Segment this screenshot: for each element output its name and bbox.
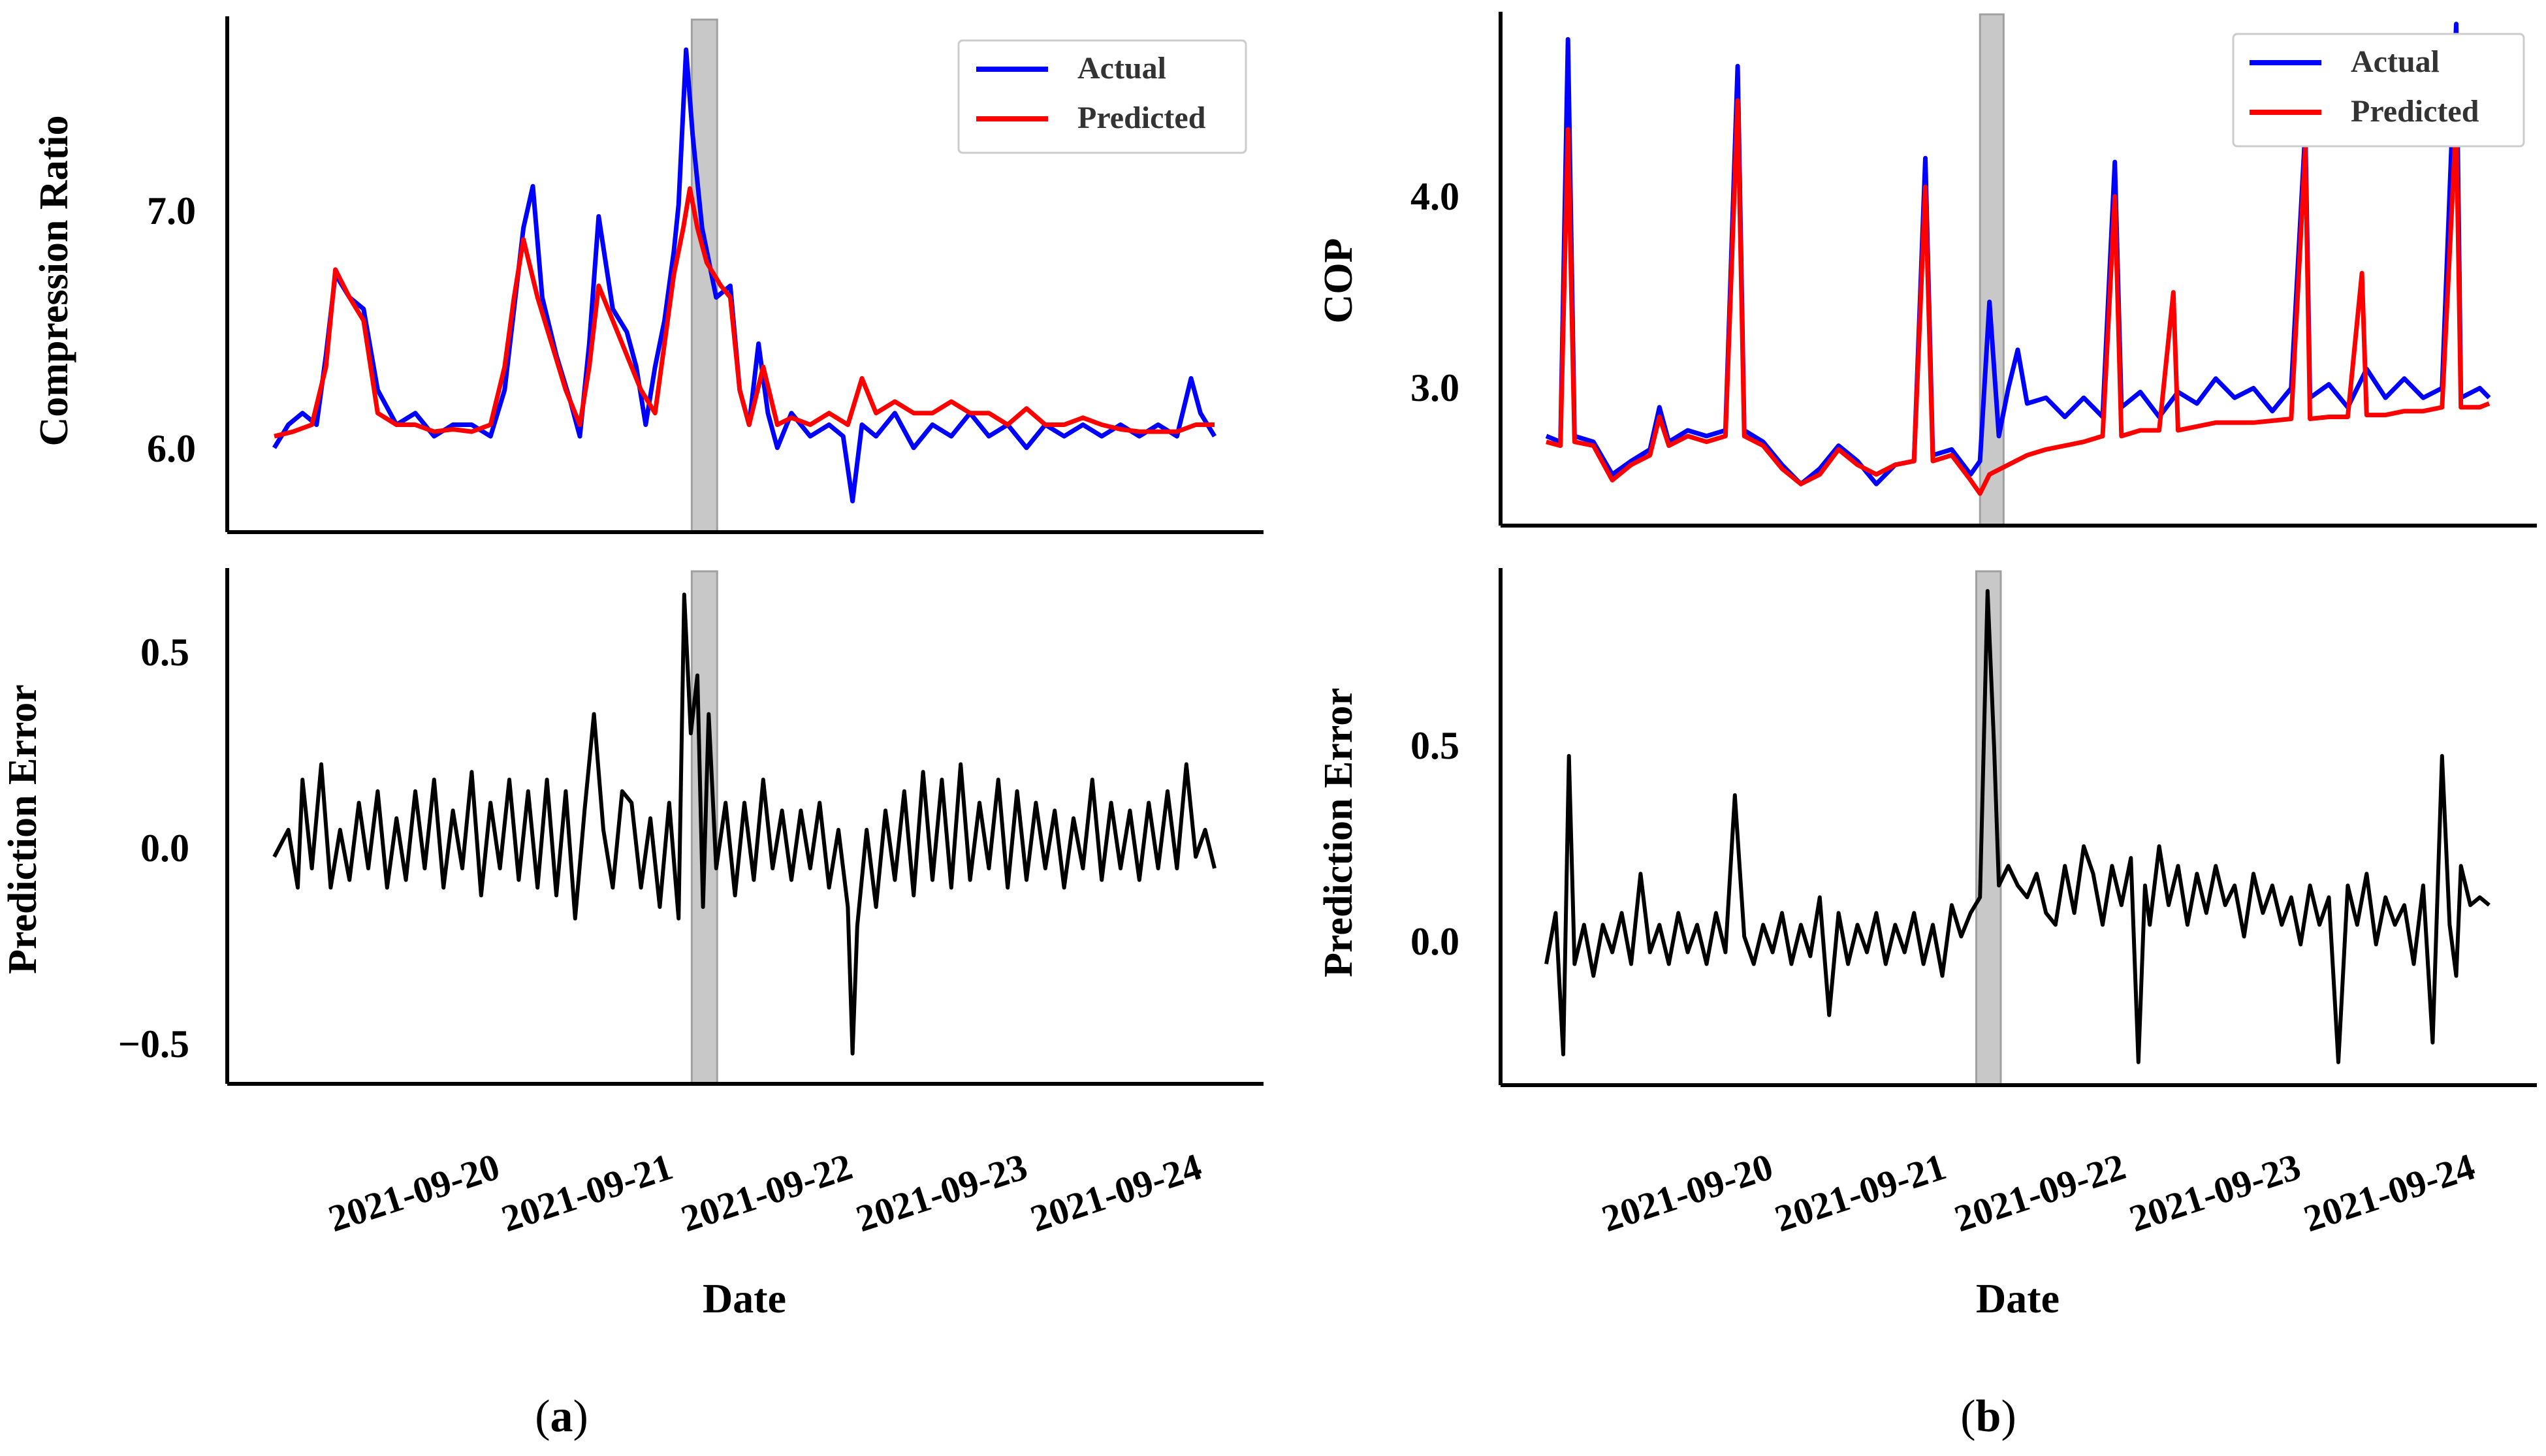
chart-b-top: 3.0 4.0 COP Actual Predicted <box>1316 12 2537 528</box>
y-tick-label-a-bottom-0-0: 0.0 <box>140 827 189 870</box>
y-tick-label-a-top-7-0: 7.0 <box>147 189 196 232</box>
panel-label-a: (a) <box>535 1391 588 1442</box>
x-axis-title-b: Date <box>1976 1275 2060 1321</box>
b-bottom-series-prediction-error-line <box>1544 589 2490 1064</box>
y-tick-label-b-bottom-0-0: 0.0 <box>1410 920 1459 963</box>
legend-a-actual-label: Actual <box>1077 51 1166 86</box>
y-tick-label-a-top-6-0: 6.0 <box>147 427 196 470</box>
chart-b-top-plot <box>1545 13 2491 527</box>
y-axis-title-a-bottom: Prediction Error <box>1 684 45 974</box>
a-bottom-series-prediction-error-line <box>272 592 1217 1056</box>
y-tick-label-a-bottom-neg-0-5: −0.5 <box>118 1022 189 1066</box>
a-top-series-predicted-line <box>274 186 1215 439</box>
y-axis-title-a-top: Compression Ratio <box>32 116 76 447</box>
panel-label-b-letter: b <box>1976 1391 2001 1442</box>
y-tick-label-b-top-3-0: 3.0 <box>1410 366 1459 409</box>
b-top-series-predicted-line <box>1546 98 2490 496</box>
y-tick-label-b-bottom-0-5: 0.5 <box>1410 724 1459 767</box>
legend-b: Actual Predicted <box>2232 33 2525 148</box>
chart-b-bottom-plot <box>1544 570 2490 1086</box>
y-tick-label-a-bottom-0-5: 0.5 <box>140 631 189 674</box>
x-axis-title-a: Date <box>703 1275 786 1321</box>
chart-a-bottom-plot <box>272 570 1217 1085</box>
y-axis-title-b-bottom: Prediction Error <box>1316 688 1361 977</box>
panel-label-b: (b) <box>1960 1391 2016 1442</box>
y-tick-label-b-top-4-0: 4.0 <box>1410 175 1459 218</box>
legend-a: Actual Predicted <box>957 39 1247 154</box>
chart-a-top-plot <box>272 18 1217 533</box>
b-top-series-actual-line <box>1545 22 2491 486</box>
chart-a-top: 6.0 7.0 Compression Ratio Actual Predict… <box>32 16 1264 534</box>
legend-b-actual-label: Actual <box>2351 44 2440 79</box>
b-top-highlight-band <box>1979 13 2005 527</box>
legend-b-predicted-label: Predicted <box>2351 94 2479 129</box>
y-axis-title-b-top: COP <box>1316 238 1361 324</box>
panel-label-a-letter: a <box>550 1391 573 1442</box>
legend-a-predicted-label: Predicted <box>1077 101 1206 135</box>
